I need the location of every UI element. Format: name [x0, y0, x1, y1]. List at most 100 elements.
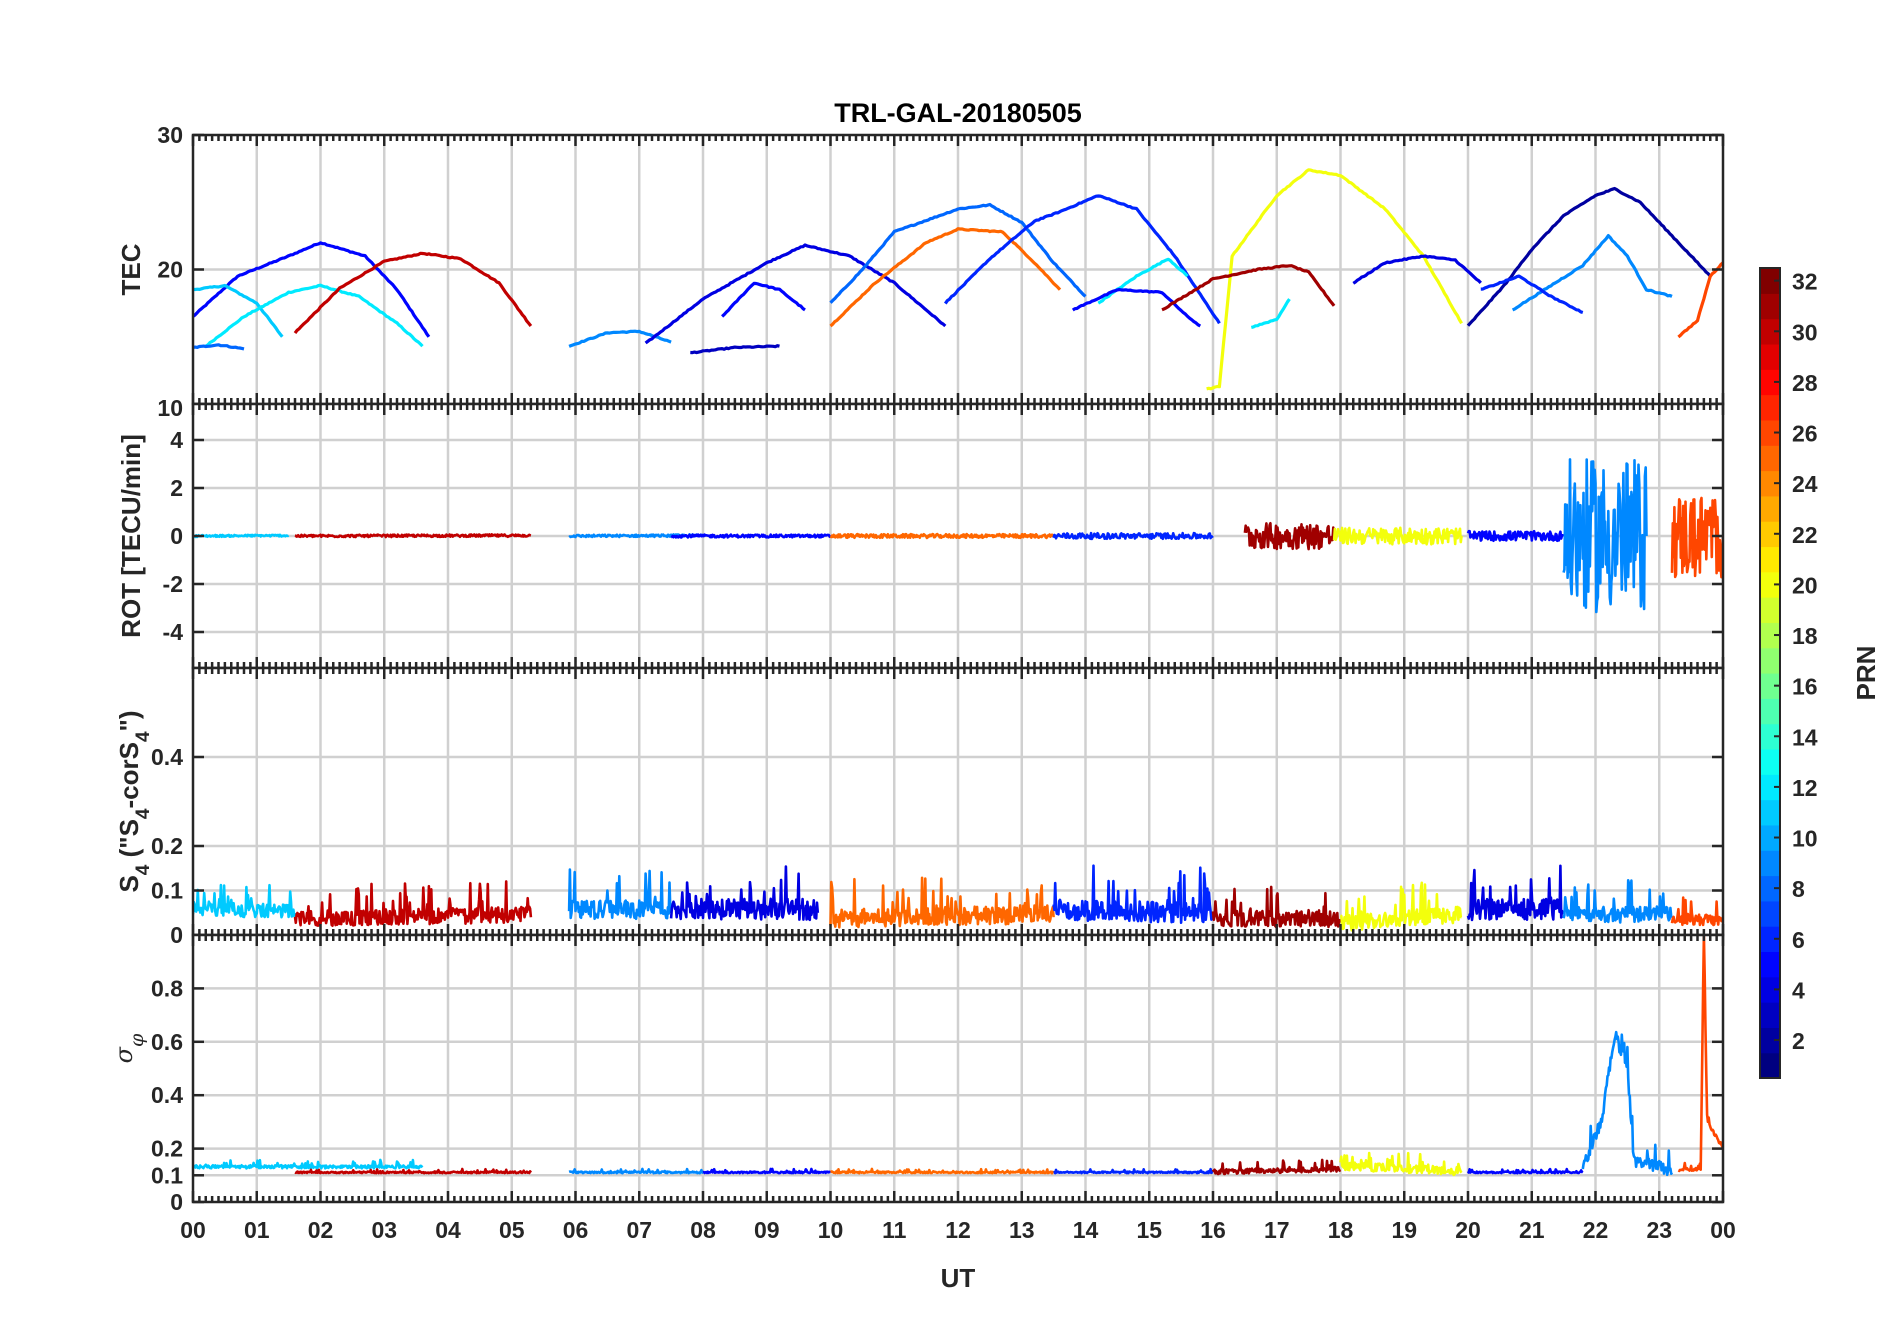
colorbar-tick-label: 12 [1792, 775, 1818, 801]
s4-series-prn-25-4 [829, 876, 1055, 929]
rot-y-tick-label: 0 [170, 523, 183, 549]
colorbar-swatch [1760, 419, 1780, 446]
x-tick-label: 19 [1391, 1217, 1417, 1243]
colorbar-swatch [1760, 470, 1780, 497]
colorbar-label: PRN [1851, 646, 1881, 701]
s4-series-prn-11-0 [193, 883, 297, 919]
sigma_phi-series-prn-25-4 [829, 1167, 1055, 1175]
colorbar-swatch [1760, 521, 1780, 548]
colorbar-tick-label: 14 [1792, 724, 1818, 750]
colorbar-tick-label: 18 [1792, 623, 1818, 649]
s4-y-tick-label: 0 [170, 922, 183, 948]
sigma_phi-series-prn-5-3 [702, 1167, 832, 1175]
tec-series-prn-3-7 [690, 344, 780, 355]
colorbar-swatch [1760, 647, 1780, 674]
x-tick-label: 09 [754, 1217, 780, 1243]
tec-series-group [193, 168, 1723, 391]
colorbar-swatch [1760, 976, 1780, 1003]
colorbar-swatch [1760, 1052, 1780, 1079]
sigma_phi-series-prn-30-1 [294, 1167, 533, 1175]
axes-frame [191, 933, 1725, 1204]
colorbar-swatch [1760, 546, 1780, 573]
sigma_phi-series-prn-6-5 [1053, 1167, 1214, 1175]
s4-series-group [193, 864, 1723, 932]
x-tick-label: 23 [1646, 1217, 1672, 1243]
colorbar-tick-label: 26 [1792, 421, 1818, 447]
colorbar-swatch [1760, 673, 1780, 699]
colorbar-swatch [1760, 875, 1780, 902]
rot-y-tick-label: 2 [170, 475, 183, 501]
x-tick-label: 06 [563, 1217, 589, 1243]
tec-series-prn-4-6 [644, 243, 947, 345]
x-tick-label: 14 [1073, 1217, 1099, 1243]
colorbar-swatch [1760, 951, 1780, 978]
colorbar-swatch [1760, 799, 1780, 826]
s4-series-prn-9-2 [567, 868, 673, 921]
colorbar-swatch [1760, 850, 1780, 877]
colorbar-tick-label: 4 [1792, 977, 1805, 1003]
colorbar-swatch [1760, 293, 1780, 320]
sigma_phi-series-prn-9-2 [568, 1167, 704, 1175]
tec-series-prn-8-3 [193, 343, 245, 351]
x-tick-label: 04 [435, 1217, 461, 1243]
colorbar-swatch [1760, 622, 1780, 649]
colorbar-swatch [1760, 318, 1780, 345]
colorbar-frame [1759, 267, 1781, 1079]
tec-series-prn-6-11 [943, 194, 1221, 325]
colorbar-swatch [1760, 1027, 1780, 1054]
colorbar-swatch [1760, 394, 1780, 421]
x-tick-label: 02 [308, 1217, 334, 1243]
rot-series-prn-9-9 [1562, 458, 1648, 614]
tec-series-prn-8-9 [829, 202, 1087, 304]
s4-y-tick-label: 0.4 [151, 744, 183, 770]
colorbar-tick-label: 6 [1792, 927, 1805, 953]
colorbar-tick-label: 22 [1792, 522, 1818, 548]
rot-series-prn-11-0 [193, 533, 290, 539]
x-tick-label: 22 [1583, 1217, 1609, 1243]
tec-series-prn-20-14 [1206, 168, 1463, 391]
tec-series-prn-26-21 [1677, 261, 1723, 339]
rot-series-prn-30-1 [294, 533, 532, 539]
chart-title: TRL-GAL-20180505 [834, 98, 1082, 128]
x-tick-label: 13 [1009, 1217, 1035, 1243]
rot-series-prn-25-4 [829, 532, 1055, 540]
x-tick-label: 16 [1200, 1217, 1226, 1243]
rot-y-tick-label: 4 [170, 427, 183, 453]
panel-tec: 10 20 30 TEC [116, 122, 1725, 421]
colorbar-swatch [1760, 774, 1780, 801]
sigma_phi-series-prn-31-6 [1211, 1158, 1342, 1176]
sigma_phi-y-tick-label: 0.6 [151, 1029, 183, 1055]
x-tick-label: 10 [818, 1217, 844, 1243]
sigma_phi-series-prn-5-8 [1466, 1167, 1584, 1175]
colorbar-tick-label: 28 [1792, 370, 1818, 396]
s4-series-prn-31-6 [1211, 885, 1342, 929]
s4-y-tick-label: 0.1 [151, 878, 183, 904]
sigma_phi-y-tick-label: 0.4 [151, 1082, 183, 1108]
colorbar-swatch [1760, 900, 1780, 927]
colorbar-tick-label: 16 [1792, 674, 1818, 700]
colorbar-swatch [1760, 343, 1780, 370]
tec-y-axis-label: TEC [116, 243, 146, 295]
rot-series-prn-6-5 [1052, 531, 1214, 541]
sigma_phi-y-tick-label: 0 [170, 1189, 183, 1215]
tec-series-prn-6-20 [1480, 274, 1584, 315]
rot-y-tick-label: -4 [163, 619, 184, 645]
tec-series-prn-9-19 [1511, 234, 1673, 312]
colorbar-tick-label: 24 [1792, 471, 1818, 497]
tec-series-prn-31-15 [1161, 264, 1336, 312]
colorbar-swatch [1760, 1002, 1780, 1028]
sigma_phi-y-tick-label: 0.1 [151, 1162, 183, 1188]
rot-series-prn-20-7 [1332, 526, 1463, 546]
colorbar-swatch [1760, 445, 1780, 472]
x-tick-label: 05 [499, 1217, 525, 1243]
s4-series-prn-26-10 [1670, 896, 1723, 927]
colorbar-tick-label: 32 [1792, 269, 1818, 295]
colorbar-swatch [1760, 698, 1780, 725]
x-tick-label: 00 [180, 1217, 206, 1243]
tec-series-prn-12-16 [1250, 298, 1291, 329]
rot-series-prn-5-8 [1466, 529, 1565, 543]
s4-series-prn-9-9 [1562, 878, 1673, 924]
x-tick-label: 11 [882, 1217, 907, 1243]
